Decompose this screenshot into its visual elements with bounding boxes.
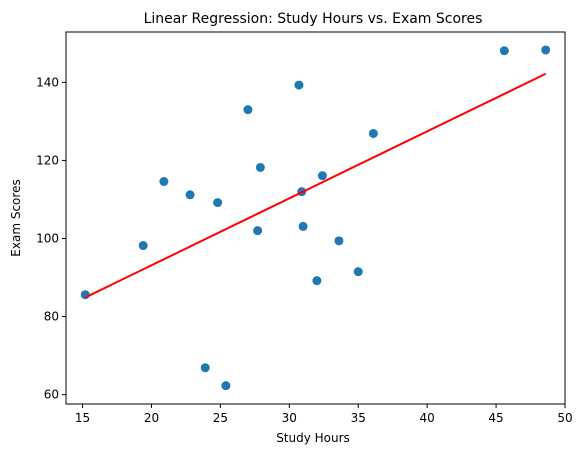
x-tick-label: 45 (488, 411, 503, 425)
x-axis-label: Study Hours (276, 431, 350, 445)
y-tick-label: 140 (36, 75, 59, 89)
y-tick-label: 120 (36, 153, 59, 167)
data-point (221, 381, 231, 391)
y-tick-label: 80 (44, 310, 59, 324)
data-point (159, 177, 169, 187)
regression-line (84, 72, 547, 299)
y-axis: 60 80 100 120 140 (36, 75, 66, 402)
data-point (253, 226, 263, 236)
data-point (353, 267, 363, 277)
x-tick-label: 30 (282, 411, 297, 425)
data-point (80, 290, 90, 300)
plot-area (80, 45, 551, 391)
x-tick-label: 40 (420, 411, 435, 425)
data-point (294, 80, 304, 90)
data-point (255, 162, 265, 172)
data-point (200, 363, 210, 373)
data-point (368, 128, 378, 138)
x-tick-label: 50 (557, 411, 572, 425)
data-point (298, 221, 308, 231)
x-tick-label: 15 (75, 411, 90, 425)
x-axis: 15 20 25 30 35 40 45 50 (75, 404, 573, 425)
data-point (312, 276, 322, 286)
data-point (185, 190, 195, 200)
data-point (213, 198, 223, 208)
axes-frame (65, 31, 566, 405)
chart-title: Linear Regression: Study Hours vs. Exam … (144, 11, 483, 27)
x-tick-label: 25 (213, 411, 228, 425)
data-point (541, 45, 551, 55)
data-point (138, 241, 148, 251)
x-tick-label: 35 (351, 411, 366, 425)
data-point (334, 236, 344, 246)
data-point (499, 46, 509, 56)
y-tick-label: 60 (44, 388, 59, 402)
data-point (243, 105, 253, 115)
x-tick-label: 20 (144, 411, 159, 425)
y-axis-label: Exam Scores (9, 179, 23, 256)
data-point (317, 171, 327, 181)
y-tick-label: 100 (36, 231, 59, 245)
